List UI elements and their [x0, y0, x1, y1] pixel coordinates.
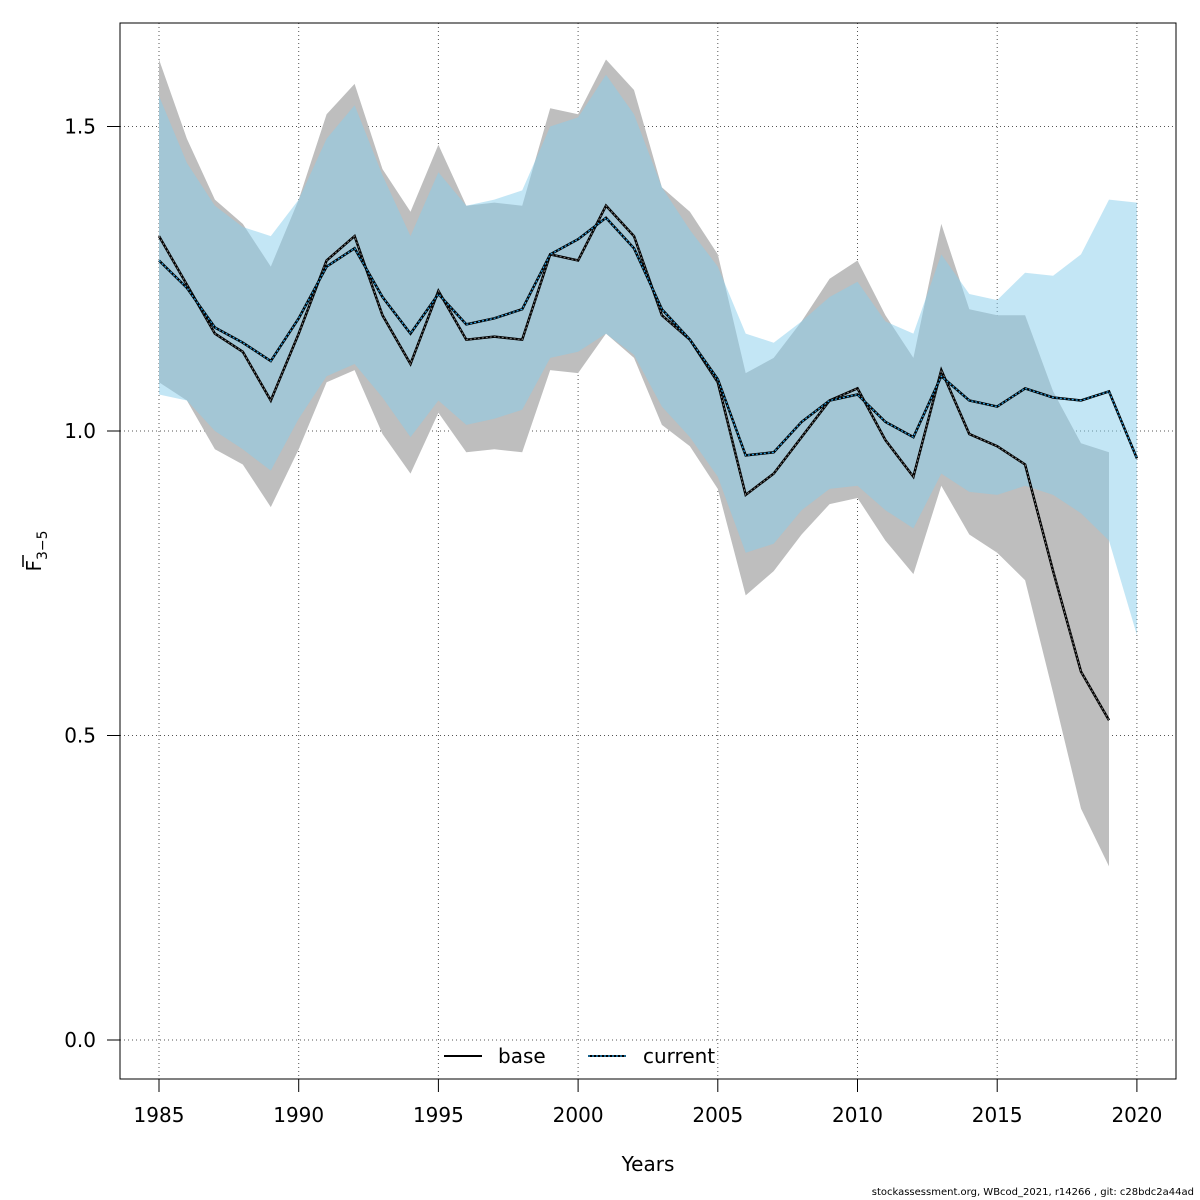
- x-axis-title: Years: [621, 1152, 675, 1176]
- x-tick-label-2015: 2015: [972, 1103, 1023, 1127]
- legend-label-current: current: [643, 1044, 715, 1068]
- x-tick-label-1990: 1990: [273, 1103, 324, 1127]
- x-tick-label-1995: 1995: [413, 1103, 464, 1127]
- legend-label-base: base: [498, 1044, 546, 1068]
- x-tick-label-2010: 2010: [832, 1103, 883, 1127]
- confidence-bands: [159, 59, 1137, 867]
- band-current: [159, 74, 1137, 635]
- x-axis: 1985 1990 1995 2000 2005 2010 2015 2020: [134, 1078, 1162, 1127]
- series-lines: [157, 203, 1139, 721]
- y-tick-label-0.5: 0.5: [64, 724, 96, 748]
- x-tick-label-2020: 2020: [1111, 1103, 1162, 1127]
- svg-text:F3−5: F3−5: [22, 530, 51, 571]
- y-tick-label-1.0: 1.0: [64, 419, 96, 443]
- y-tick-label-0.0: 0.0: [64, 1028, 96, 1052]
- y-axis: 0.0 0.5 1.0 1.5: [64, 115, 121, 1052]
- footer-credit: stockassessment.org, WBcod_2021, r14266 …: [871, 1187, 1194, 1198]
- x-tick-label-2005: 2005: [692, 1103, 743, 1127]
- y-axis-title-main: F: [22, 560, 46, 572]
- x-tick-label-1985: 1985: [134, 1103, 185, 1127]
- line-base-overlay: [158, 204, 1110, 721]
- line-current-overlay: [158, 216, 1138, 459]
- y-axis-title-sub: 3−5: [35, 530, 51, 560]
- y-axis-title: F3−5: [22, 530, 51, 571]
- legend: base current: [444, 1044, 715, 1068]
- x-tick-label-2000: 2000: [553, 1103, 604, 1127]
- y-tick-label-1.5: 1.5: [64, 115, 96, 139]
